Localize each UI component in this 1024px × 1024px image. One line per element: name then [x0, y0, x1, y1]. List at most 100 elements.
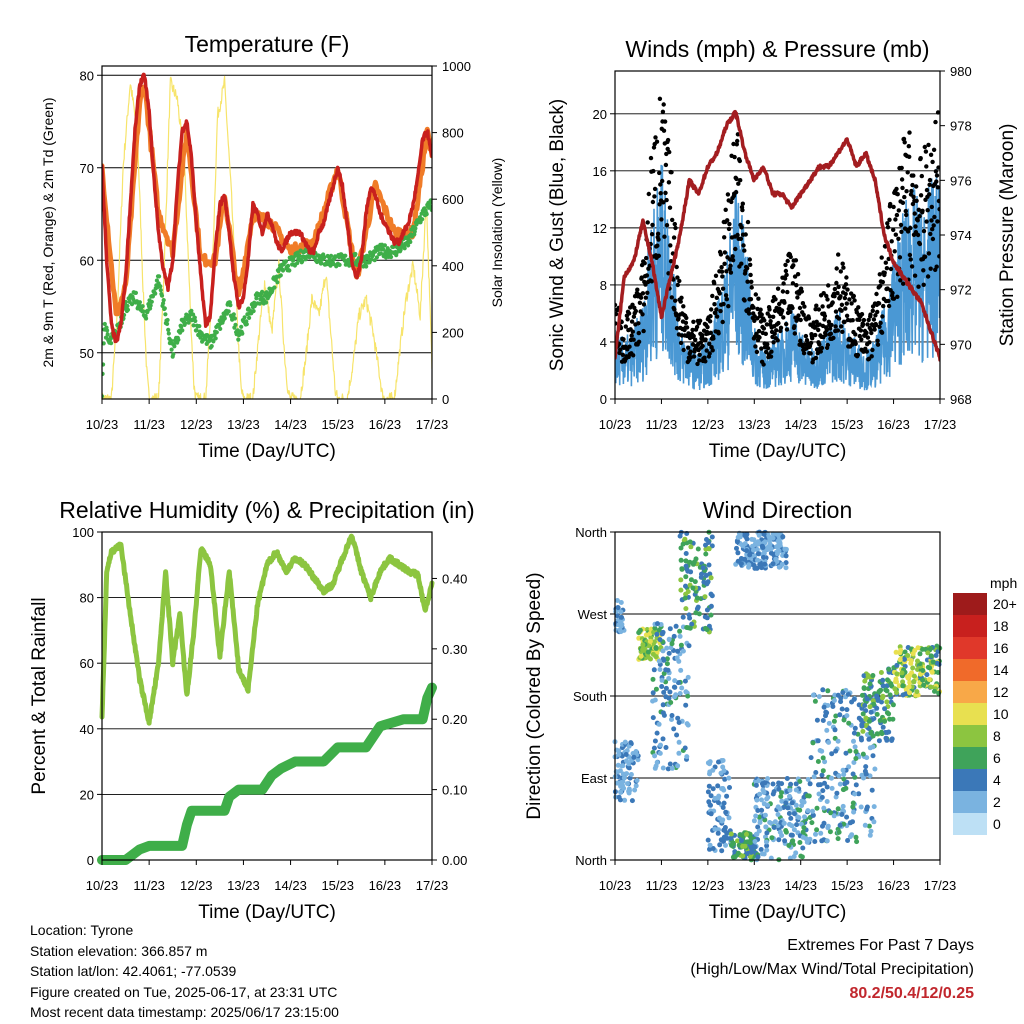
gust-point: [668, 259, 674, 264]
direction-point: [894, 662, 900, 668]
direction-point: [690, 585, 696, 591]
direction-point: [880, 677, 886, 683]
gust-point: [927, 177, 933, 183]
wind-direction-points: [612, 529, 943, 863]
direction-point: [834, 790, 840, 796]
gust-point: [767, 307, 772, 312]
gust-point: [673, 298, 678, 303]
y-tick-label: 16: [593, 164, 607, 179]
gust-point: [780, 289, 786, 294]
gust-point: [784, 327, 790, 332]
direction-point: [808, 755, 814, 761]
direction-point: [802, 814, 807, 820]
extremes-values: 80.2/50.4/12/0.25: [849, 985, 974, 1002]
direction-point: [925, 650, 931, 656]
direction-point: [920, 677, 926, 683]
direction-point: [765, 802, 771, 808]
gust-point: [813, 307, 818, 312]
direction-point: [661, 689, 667, 695]
gust-point: [716, 331, 721, 336]
direction-point: [856, 791, 862, 797]
gust-point: [782, 276, 788, 281]
direction-point: [831, 718, 837, 724]
x-tick-label: 15/23: [831, 417, 864, 432]
direction-point: [722, 828, 728, 834]
direction-point: [623, 752, 629, 757]
gust-point: [625, 317, 630, 322]
direction-point: [775, 812, 781, 817]
gust-point: [843, 282, 849, 287]
direction-point: [756, 778, 762, 784]
direction-point: [684, 540, 690, 546]
direction-point: [647, 638, 653, 644]
gust-point: [779, 308, 785, 313]
y-tick-label: 60: [80, 253, 94, 268]
direction-point: [812, 839, 818, 844]
direction-point: [744, 831, 749, 837]
gust-point: [642, 261, 647, 266]
gust-point: [930, 227, 935, 232]
gust-point: [672, 307, 677, 312]
direction-point: [676, 750, 682, 756]
gust-point: [621, 337, 626, 342]
dewpoint-point: [191, 312, 196, 317]
direction-point: [822, 780, 827, 786]
gust-point: [721, 301, 726, 307]
gust-point: [843, 306, 848, 311]
direction-point: [618, 600, 624, 605]
direction-point: [755, 808, 761, 813]
gust-point: [735, 138, 740, 144]
gust-point: [916, 284, 921, 289]
colorbar-swatch: [953, 593, 987, 615]
gust-point: [907, 252, 913, 258]
gust-point: [915, 232, 921, 238]
colorbar-label: 6: [993, 750, 1001, 766]
gust-point: [871, 317, 877, 322]
direction-point: [777, 829, 783, 835]
direction-point: [820, 788, 826, 794]
direction-point: [896, 683, 902, 689]
direction-point: [884, 710, 890, 716]
direction-point: [826, 739, 832, 745]
gust-point: [861, 317, 867, 323]
direction-point: [723, 842, 728, 848]
gust-point: [925, 274, 931, 279]
direction-point: [813, 770, 819, 775]
dewpoint-point: [166, 327, 171, 332]
gust-point: [697, 358, 702, 363]
y-tick-label: 0: [87, 853, 94, 868]
x-tick-label: 14/23: [274, 878, 307, 893]
gust-point: [652, 194, 657, 199]
direction-point: [874, 731, 880, 737]
direction-point: [812, 698, 818, 704]
gust-point: [880, 314, 885, 319]
gust-point: [638, 295, 644, 300]
dewpoint-point: [232, 316, 237, 321]
direction-point: [708, 591, 714, 597]
gust-point: [905, 170, 910, 175]
direction-point: [847, 748, 853, 754]
direction-point: [660, 710, 666, 716]
colorbar-label: 12: [993, 684, 1009, 700]
direction-point: [843, 785, 849, 791]
direction-point: [861, 673, 867, 679]
direction-point: [779, 781, 785, 787]
gust-point: [920, 208, 925, 213]
direction-point: [615, 605, 621, 611]
direction-point: [783, 553, 789, 559]
gust-point: [929, 218, 934, 223]
direction-point: [663, 694, 669, 700]
dewpoint-point: [327, 257, 333, 262]
dewpoint-point: [264, 300, 269, 305]
gust-point: [677, 278, 682, 284]
dewpoint-point: [389, 254, 394, 260]
direction-point: [870, 673, 876, 678]
direction-point: [653, 763, 659, 769]
gust-point: [664, 197, 669, 203]
gust-point: [656, 237, 661, 242]
direction-point: [656, 721, 662, 727]
dewpoint-point: [194, 328, 199, 333]
direction-point: [652, 738, 658, 744]
gust-point: [640, 291, 646, 296]
gust-point: [759, 312, 764, 317]
